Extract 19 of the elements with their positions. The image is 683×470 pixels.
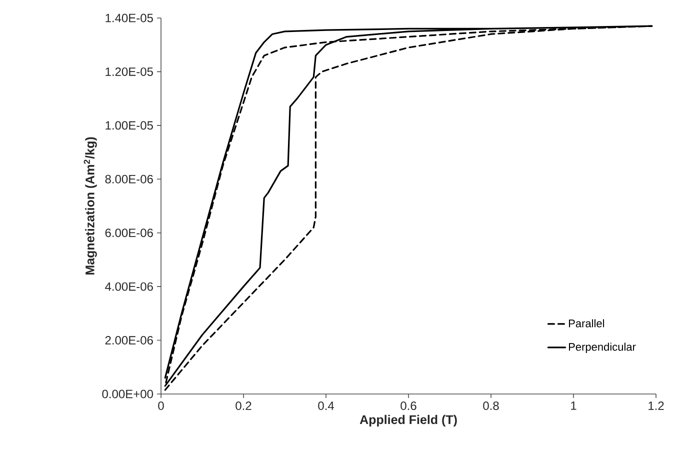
y-tick-label: 1.20E-05 [106, 67, 153, 76]
x-tick-label: 0.2 [236, 402, 252, 410]
x-tick-label: 0.4 [318, 402, 334, 410]
legend-label: Perpendicular [568, 342, 636, 353]
y-tick-label: 1.40E-05 [106, 14, 153, 22]
legend-label: Parallel [568, 319, 604, 328]
x-tick-label: 0 [158, 402, 164, 410]
x-tick-label: 0.6 [400, 402, 416, 410]
y-axis-title: Magnetization (Am$^{2}$/kg) [84, 137, 97, 275]
y-tick-label: 6.00E-06 [105, 228, 153, 238]
y-tick-label: 1.00E-05 [106, 121, 153, 130]
y-tick-label: 2.00E-06 [105, 336, 153, 345]
x-tick-label: 0.8 [483, 402, 499, 410]
x-tick-label: 1.2 [648, 402, 664, 410]
y-tick-label: 4.00E-06 [105, 282, 153, 291]
y-tick-label: 0.00E+00 [102, 390, 154, 398]
x-tick-label: 1 [571, 402, 576, 410]
y-tick-label: 8.00E-06 [105, 174, 153, 184]
x-axis-title: Applied Field (T) [360, 414, 457, 427]
